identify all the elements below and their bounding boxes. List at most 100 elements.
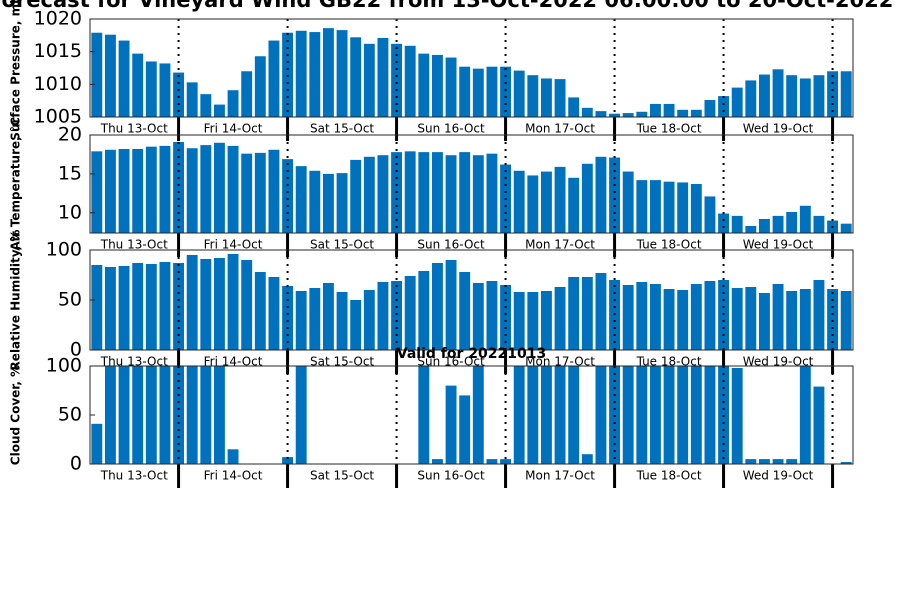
bar xyxy=(500,459,512,464)
bar xyxy=(663,366,675,464)
bar xyxy=(91,265,103,350)
bar xyxy=(786,75,798,117)
bar xyxy=(241,71,253,117)
bar xyxy=(377,155,389,233)
bar xyxy=(758,293,770,350)
bar xyxy=(404,45,416,117)
day-label: Thu 13-Oct xyxy=(100,238,168,252)
bar xyxy=(745,226,757,233)
bar xyxy=(581,277,593,350)
bar xyxy=(132,53,144,117)
bar xyxy=(527,292,539,350)
bar xyxy=(690,366,702,464)
bar xyxy=(718,96,730,117)
bar xyxy=(173,72,185,117)
bar xyxy=(350,37,362,117)
bar xyxy=(745,287,757,350)
bar xyxy=(622,113,634,117)
bar xyxy=(472,155,484,233)
bar xyxy=(104,267,116,350)
bar xyxy=(336,173,348,233)
bar xyxy=(840,291,852,350)
figure-title: Forecast for Vineyard Wind GB22 from 13-… xyxy=(0,0,900,12)
bar xyxy=(336,30,348,117)
bar xyxy=(104,34,116,117)
bar xyxy=(799,78,811,117)
bar xyxy=(145,366,157,464)
day-label: Sun 16-Oct xyxy=(417,469,485,483)
bar xyxy=(595,273,607,350)
bar xyxy=(636,111,648,117)
y-tick-label: 1010 xyxy=(34,73,82,95)
bar xyxy=(527,75,539,117)
bar xyxy=(254,152,266,233)
y-axis-label: Relative Humidity, % xyxy=(9,230,23,371)
bar xyxy=(663,181,675,233)
bar xyxy=(677,182,689,233)
bar xyxy=(472,366,484,464)
bar xyxy=(445,385,457,464)
bar xyxy=(322,283,334,350)
subplot-title: Valid for 20221013 xyxy=(397,346,546,362)
bar xyxy=(350,159,362,233)
y-axis-label: Surface Pressure, mb xyxy=(9,0,23,141)
bar xyxy=(540,366,552,464)
bar xyxy=(104,366,116,464)
bar xyxy=(431,152,443,233)
y-tick-label: 100 xyxy=(46,355,82,377)
bar xyxy=(431,459,443,464)
bar xyxy=(459,152,471,233)
bar xyxy=(786,291,798,350)
bar xyxy=(568,97,580,117)
bar xyxy=(595,111,607,117)
axes-frame xyxy=(89,18,854,118)
day-label: Wed 19-Oct xyxy=(743,238,814,252)
y-tick-label: 1005 xyxy=(34,106,82,128)
y-tick-label: 1015 xyxy=(34,40,82,62)
bar xyxy=(513,366,525,464)
bar xyxy=(213,142,225,233)
bar xyxy=(322,173,334,233)
bar xyxy=(145,61,157,117)
day-label: Fri 14-Oct xyxy=(204,355,263,369)
day-label: Mon 17-Oct xyxy=(525,238,595,252)
bar xyxy=(418,271,430,350)
bar xyxy=(554,79,566,117)
bar xyxy=(186,82,198,117)
axes-frame xyxy=(89,134,854,234)
bar xyxy=(377,282,389,350)
day-label: Wed 19-Oct xyxy=(743,355,814,369)
bar xyxy=(227,145,239,233)
bar xyxy=(813,75,825,117)
bar xyxy=(500,66,512,117)
bar xyxy=(213,258,225,350)
bar xyxy=(268,277,280,350)
bar xyxy=(595,156,607,233)
bar xyxy=(282,159,294,233)
bar xyxy=(704,366,716,464)
bar xyxy=(159,366,171,464)
bar xyxy=(663,289,675,350)
bar xyxy=(132,149,144,233)
day-label: Sun 16-Oct xyxy=(417,355,485,369)
bar xyxy=(118,366,130,464)
y-axis-label: Cloud Cover, % xyxy=(9,365,23,465)
bar xyxy=(595,366,607,464)
day-label: Mon 17-Oct xyxy=(525,122,595,136)
bar xyxy=(254,56,266,117)
y-tick-label: 100 xyxy=(46,239,82,261)
bar xyxy=(282,286,294,350)
bar xyxy=(813,215,825,233)
bar xyxy=(690,284,702,350)
bar xyxy=(213,366,225,464)
bar xyxy=(799,289,811,350)
bar xyxy=(527,175,539,233)
day-label: Fri 14-Oct xyxy=(204,469,263,483)
day-label: Fri 14-Oct xyxy=(204,122,263,136)
bar xyxy=(445,155,457,233)
bar xyxy=(636,366,648,464)
bar xyxy=(295,291,307,350)
bar xyxy=(799,205,811,233)
bar xyxy=(418,152,430,233)
bar xyxy=(540,171,552,233)
